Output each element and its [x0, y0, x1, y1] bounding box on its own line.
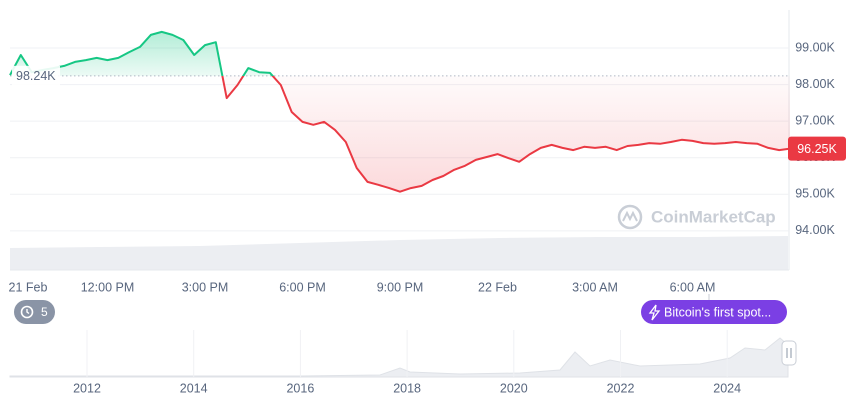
- navigator-year: 2018: [393, 381, 421, 395]
- volume-band: [10, 236, 788, 270]
- navigator-year: 2022: [607, 381, 635, 395]
- event-pill[interactable]: Bitcoin's first spot...: [641, 300, 787, 324]
- y-tick-label: 95.00K: [795, 187, 835, 201]
- x-tick-label: 12:00 PM: [81, 280, 135, 294]
- badge-bg: [14, 300, 55, 324]
- badge-icon: [20, 305, 34, 319]
- event-label: Bitcoin's first spot...: [664, 305, 771, 319]
- baseline-label: 98.24K: [16, 69, 56, 83]
- price-area: [10, 31, 790, 192]
- watermark: CoinMarketCap: [617, 204, 776, 230]
- x-tick-label: 3:00 PM: [182, 280, 229, 294]
- history-badge[interactable]: 5: [14, 300, 55, 324]
- y-tick-label: 97.00K: [795, 113, 835, 127]
- navigator-year: 2020: [500, 381, 528, 395]
- current-price-label: 96.25K: [797, 142, 837, 156]
- y-tick-label: 99.00K: [795, 40, 835, 54]
- x-tick-label: 9:00 PM: [377, 280, 424, 294]
- x-tick-label: 6:00 PM: [279, 280, 326, 294]
- navigator-year: 2024: [713, 381, 741, 395]
- watermark-text: CoinMarketCap: [651, 207, 776, 226]
- navigator-year: 2012: [73, 381, 101, 395]
- navigator-handle[interactable]: [781, 340, 797, 366]
- y-tick-label: 94.00K: [795, 223, 835, 237]
- x-tick-label: 21 Feb: [9, 280, 48, 294]
- y-tick-label: 98.00K: [795, 77, 835, 91]
- price-line: [9, 30, 791, 193]
- event-icon: [648, 304, 661, 321]
- navigator-year: 2014: [180, 381, 208, 395]
- badge-count: 5: [41, 305, 48, 319]
- baseline-label-bg: [12, 65, 60, 86]
- x-tick-label: 3:00 AM: [572, 280, 618, 294]
- x-tick-label: 22 Feb: [478, 280, 517, 294]
- current-price-bg: [788, 136, 846, 161]
- navigator-year: 2016: [286, 381, 314, 395]
- x-tick-label: 6:00 AM: [670, 280, 716, 294]
- event-bg: [641, 300, 787, 324]
